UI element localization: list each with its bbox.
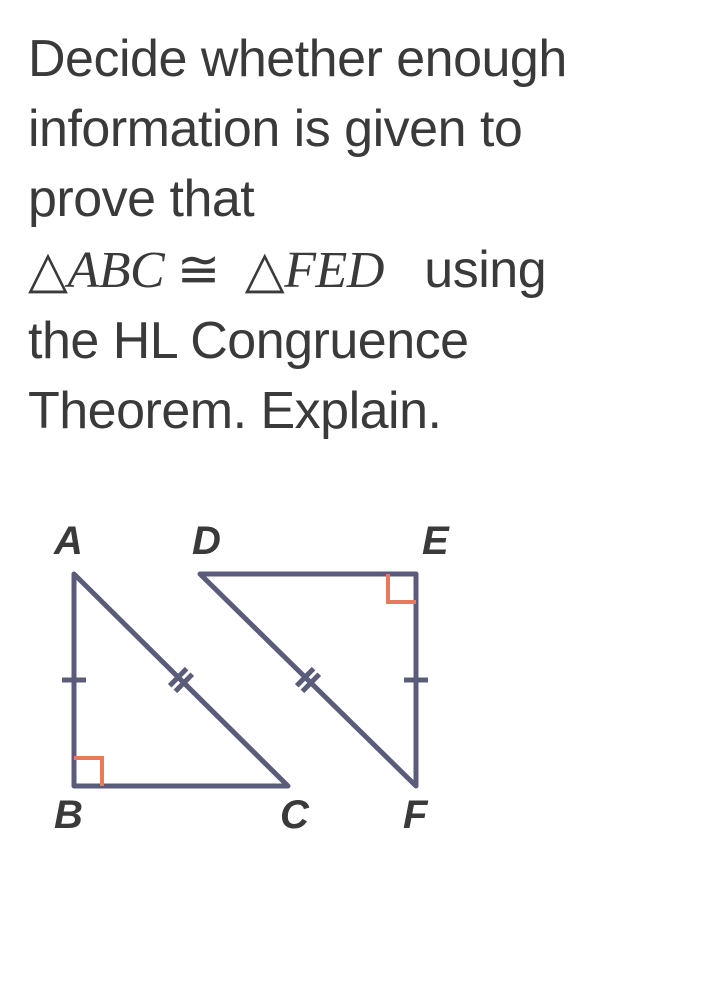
vertex-label-a: A <box>53 519 83 563</box>
vertex-label-c: C <box>280 793 310 837</box>
cong-symbol: ≅ <box>177 242 220 299</box>
q-math: △ABC ≅ △FED <box>28 242 396 299</box>
q-line5: the HL Congruence <box>28 312 469 370</box>
vertex-label-f: F <box>403 793 429 837</box>
q-line3: prove that <box>28 170 254 228</box>
tri1-name: ABC <box>68 242 165 299</box>
tri-symbol-2: △ <box>245 242 285 299</box>
vertex-label-e: E <box>422 519 450 563</box>
q-line6: Theorem. Explain. <box>28 382 441 440</box>
vertex-label-d: D <box>192 519 221 563</box>
vertex-label-b: B <box>54 793 83 837</box>
tri-symbol-1: △ <box>28 242 68 299</box>
triangles-figure: A D E B C F <box>28 502 683 842</box>
tri2-name: FED <box>284 242 384 299</box>
triangles-svg: A D E B C F <box>28 502 488 842</box>
q-line2: information is given to <box>28 100 522 158</box>
q-math-trail: using <box>424 241 546 299</box>
q-line1: Decide whether enough <box>28 30 567 88</box>
question-text: Decide whether enough information is giv… <box>28 24 683 446</box>
